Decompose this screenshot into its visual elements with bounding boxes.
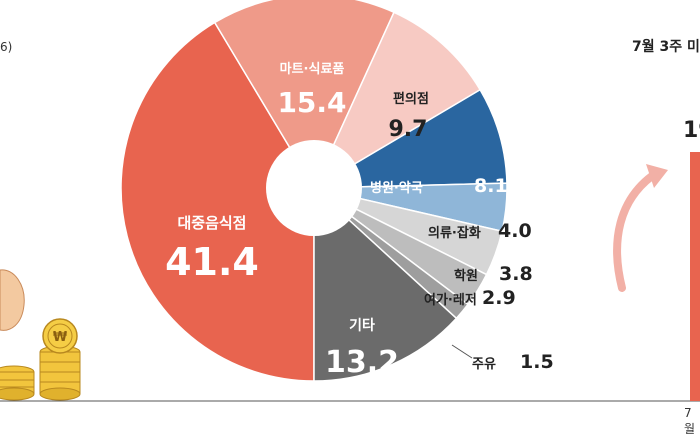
slice-label: 의류·잡화 [428,225,481,241]
pie-slice [213,0,395,190]
right-bar [690,152,700,401]
pie-slice [120,21,315,382]
slice-label: 대중음식점 [177,214,246,232]
slice-value: 41.4 [165,240,259,284]
slice-value: 1.5 [520,351,554,373]
slice-value: 8.1 [474,175,508,197]
pie-slice [311,88,508,189]
slice-label: 병원·약국 [370,180,423,196]
left-clip-text: 6) [0,40,13,54]
right-clip-bottom: 7월 [684,406,696,436]
slice-label: 편의점 [393,91,429,107]
pie-hole [266,140,362,236]
right-clip-value: 19 [683,118,700,143]
slice-value: 13.2 [325,345,399,380]
right-clip-title: 7월 3주 미 [632,39,700,55]
pie-slice [313,186,458,382]
slice-value: 15.4 [277,86,346,119]
slice-value: 3.8 [499,263,533,285]
slice-label: 학원 [454,268,478,284]
slice-value: 2.9 [482,287,516,309]
leader-line [451,344,473,359]
slice-label: 마트·식료품 [280,61,345,77]
hand-icon [0,269,25,331]
svg-text:₩: ₩ [53,330,68,345]
slice-value: 4.0 [498,220,532,242]
coin-stack-icon: ₩ [0,318,81,401]
pie-slice [312,11,482,190]
slice-label: 기타 [349,318,375,334]
slice-label: 주유 [472,357,496,372]
slice-label: 여가·레저 [424,292,477,308]
slice-value: 9.7 [389,117,428,142]
rising-arrow-icon [613,164,668,292]
pie-chart: 대중음식점 41.4 마트·식료품 15.4 편의점 9.7 병원·약국 8.1 의류·잡화 4.… [120,0,554,382]
